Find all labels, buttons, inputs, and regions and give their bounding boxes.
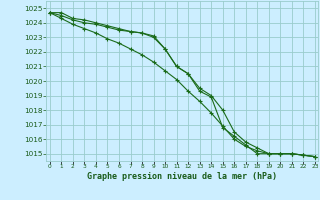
X-axis label: Graphe pression niveau de la mer (hPa): Graphe pression niveau de la mer (hPa) xyxy=(87,172,277,181)
